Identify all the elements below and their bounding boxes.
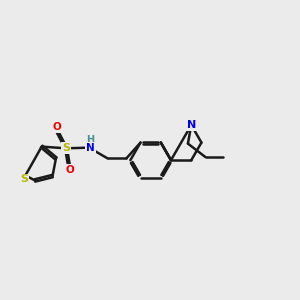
Text: S: S (20, 174, 28, 184)
Text: O: O (52, 122, 61, 132)
Text: N: N (187, 120, 196, 130)
Text: H: H (86, 135, 94, 145)
Text: N: N (86, 143, 95, 153)
Text: O: O (65, 165, 74, 175)
Text: S: S (62, 143, 70, 153)
